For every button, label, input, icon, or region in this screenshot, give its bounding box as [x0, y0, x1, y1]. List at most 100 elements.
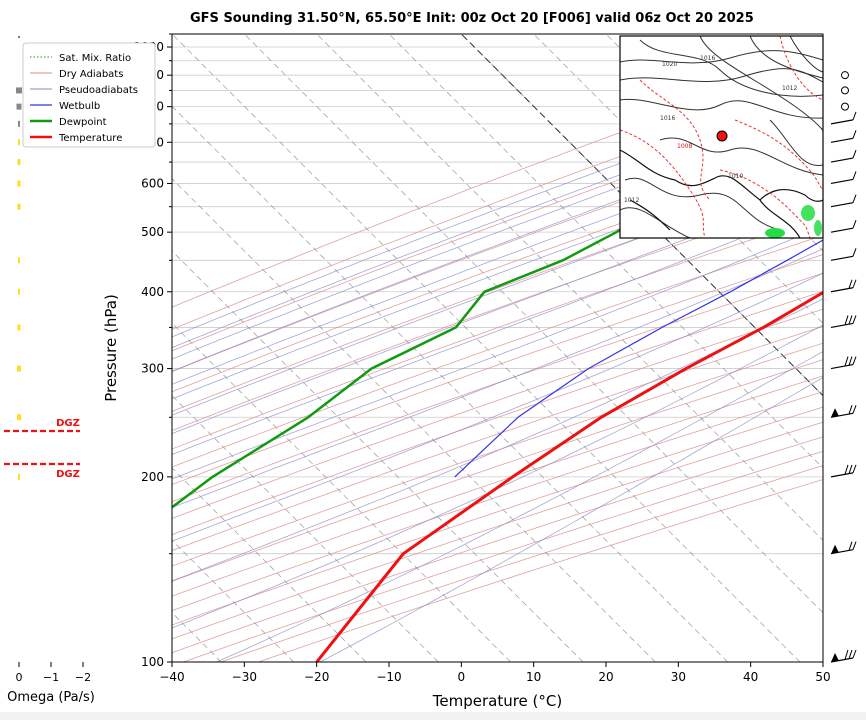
x-tick-label: 40: [743, 670, 758, 684]
map-contour-label: 1016: [700, 55, 715, 62]
wind-barb-feather: [853, 465, 856, 473]
omega-bar: [18, 204, 21, 210]
wind-barb-feather: [853, 248, 856, 256]
x-tick-label: −40: [159, 670, 184, 684]
legend: Sat. Mix. Ratio Dry Adiabats Pseudoadiabat…: [23, 43, 155, 147]
wind-barb-feather: [853, 150, 856, 158]
mixing-ratio-label: 4: [826, 221, 831, 230]
legend-label: Dry Adiabats: [59, 69, 123, 80]
wind-barb-shaft: [831, 203, 853, 207]
wind-barb-feather: [853, 220, 856, 228]
y-axis-label: Pressure (hPa): [102, 294, 120, 402]
wind-calm-marker: [842, 103, 849, 110]
wind-barb-feather: [849, 405, 852, 414]
wind-barb-shaft: [831, 228, 853, 232]
wind-barb-feather: [849, 542, 852, 551]
wind-barb-flag: [831, 653, 839, 662]
wind-barb-flag: [831, 545, 839, 554]
map-contour-label: 1012: [782, 85, 797, 92]
wind-barb-feather: [853, 542, 856, 550]
x-tick-label: 20: [598, 670, 613, 684]
y-tick-label: 300: [141, 362, 164, 376]
x-tick-label: −20: [304, 670, 329, 684]
map-precip-area: [801, 205, 815, 221]
omega-bar: [18, 139, 20, 145]
legend-label: Pseudoadiabats: [59, 85, 138, 96]
omega-tick-label: 0: [16, 671, 23, 684]
wind-barb-feather: [849, 650, 852, 659]
wind-barbs: [823, 34, 856, 662]
y-tick-label: 100: [141, 655, 164, 669]
omega-bar: [17, 414, 21, 420]
y-tick-label: 500: [141, 225, 164, 239]
map-contour-label: 1020: [662, 61, 677, 68]
omega-bar: [17, 104, 22, 110]
x-tick-label: 50: [815, 670, 830, 684]
wind-barb-shaft: [831, 179, 853, 183]
map-precip-area: [765, 228, 785, 238]
wind-barb-feather: [849, 357, 852, 366]
wind-barb-feather: [845, 465, 848, 474]
dgz-label: DGZ: [56, 469, 80, 480]
chart-title: GFS Sounding 31.50°N, 65.50°E Init: 00z …: [190, 11, 754, 26]
wind-barb-feather: [845, 650, 848, 659]
map-contour-label: 1016: [660, 115, 675, 122]
y-tick-label: 200: [141, 470, 164, 484]
wind-barb-feather: [845, 315, 848, 324]
x-tick-label: 10: [526, 670, 541, 684]
wind-barb-shaft: [831, 256, 853, 260]
omega-axis-label: Omega (Pa/s): [7, 690, 95, 705]
wind-barb-shaft: [831, 288, 853, 292]
legend-label: Wetbulb: [59, 101, 100, 112]
x-axis-label: Temperature (°C): [432, 692, 562, 710]
y-tick-label: 600: [141, 176, 164, 190]
x-tick-label: 0: [458, 670, 466, 684]
wind-barb-shaft: [831, 138, 853, 142]
x-tick-label: −10: [376, 670, 401, 684]
omega-bar: [18, 180, 21, 186]
wind-barb-feather: [849, 315, 852, 324]
wind-barb-feather: [849, 280, 852, 289]
map-contour-label: 1010: [728, 173, 743, 180]
wind-barb-feather: [853, 195, 856, 203]
wind-barb-shaft: [831, 473, 853, 477]
bottom-strip: [0, 712, 866, 720]
omega-bar: [18, 159, 21, 165]
wind-barb-shaft: [831, 120, 853, 124]
wind-barb-shaft: [831, 365, 853, 369]
wind-barb-feather: [853, 357, 856, 365]
omega-bar: [18, 474, 20, 480]
mixing-ratio-line: [829, 34, 866, 232]
wind-barb-feather: [853, 315, 856, 323]
wind-barb-flag: [831, 408, 839, 417]
legend-label: Dewpoint: [59, 117, 107, 128]
omega-bar: [16, 87, 22, 93]
omega-tick-label: −2: [75, 671, 91, 684]
wind-barb-shaft: [831, 323, 853, 327]
omega-bar: [18, 289, 20, 295]
wind-barb-shaft: [831, 158, 853, 162]
wind-calm-marker: [842, 72, 849, 79]
omega-bar: [17, 366, 21, 372]
wind-barb-feather: [853, 130, 856, 138]
wind-barb-feather: [845, 357, 848, 366]
sounding-location-marker: [717, 131, 727, 141]
omega-bar: [18, 121, 20, 127]
omega-bar: [18, 257, 20, 263]
wind-barb-feather: [853, 280, 856, 288]
legend-label: Sat. Mix. Ratio: [59, 53, 131, 64]
x-tick-label: 30: [671, 670, 686, 684]
wind-barb-feather: [853, 112, 856, 120]
wind-calm-marker: [842, 87, 849, 94]
legend-label: Temperature: [58, 133, 122, 144]
omega-tick-label: −1: [43, 671, 59, 684]
y-tick-label: 400: [141, 285, 164, 299]
map-contour-label: 1012: [624, 197, 639, 204]
wind-barb-feather: [853, 171, 856, 179]
wind-barb-feather: [853, 650, 856, 658]
x-tick-label: −30: [232, 670, 257, 684]
wind-barb-feather: [853, 405, 856, 413]
dgz-label: DGZ: [56, 418, 80, 429]
